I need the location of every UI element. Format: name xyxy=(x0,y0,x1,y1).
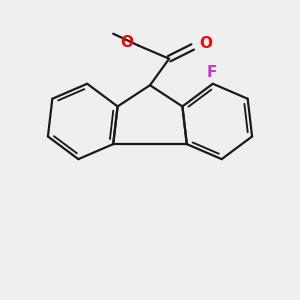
Text: F: F xyxy=(206,65,217,80)
Text: O: O xyxy=(120,35,133,50)
Text: O: O xyxy=(199,37,212,52)
